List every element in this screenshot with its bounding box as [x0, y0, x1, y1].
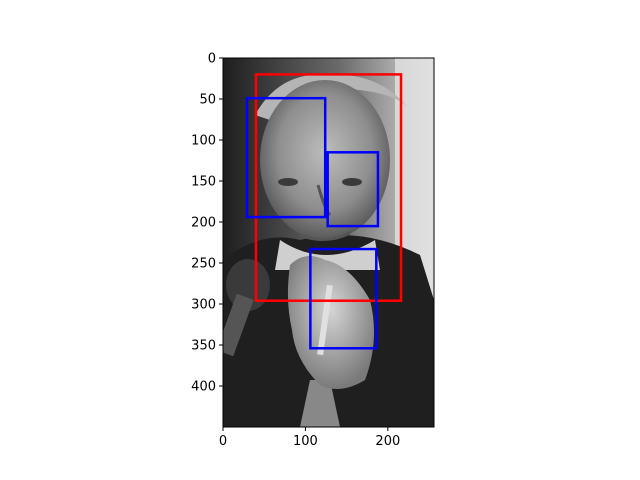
y-tick-label: 400 — [191, 380, 216, 395]
axes-frame — [222, 57, 435, 428]
boxes-layer — [245, 73, 403, 350]
y-tick-label: 250 — [191, 257, 216, 272]
blue-bounding-box — [309, 247, 378, 350]
y-tick-label: 350 — [191, 339, 216, 354]
x-tick-label: 0 — [219, 434, 227, 449]
y-tick-label: 200 — [191, 216, 216, 231]
blue-bounding-box — [326, 151, 380, 228]
y-tick-label: 150 — [191, 175, 216, 190]
x-tick-label: 100 — [293, 434, 318, 449]
y-tick-label: 0 — [208, 52, 216, 67]
blue-bounding-box — [245, 96, 327, 219]
x-tick-label: 200 — [375, 434, 400, 449]
y-tick-label: 100 — [191, 134, 216, 149]
ticks-layer: 0 100 200 0 50 100 150 200 250 300 350 400 — [191, 52, 400, 450]
red-bounding-box — [254, 73, 403, 302]
y-tick-label: 300 — [191, 298, 216, 313]
y-tick-label: 50 — [199, 93, 216, 108]
